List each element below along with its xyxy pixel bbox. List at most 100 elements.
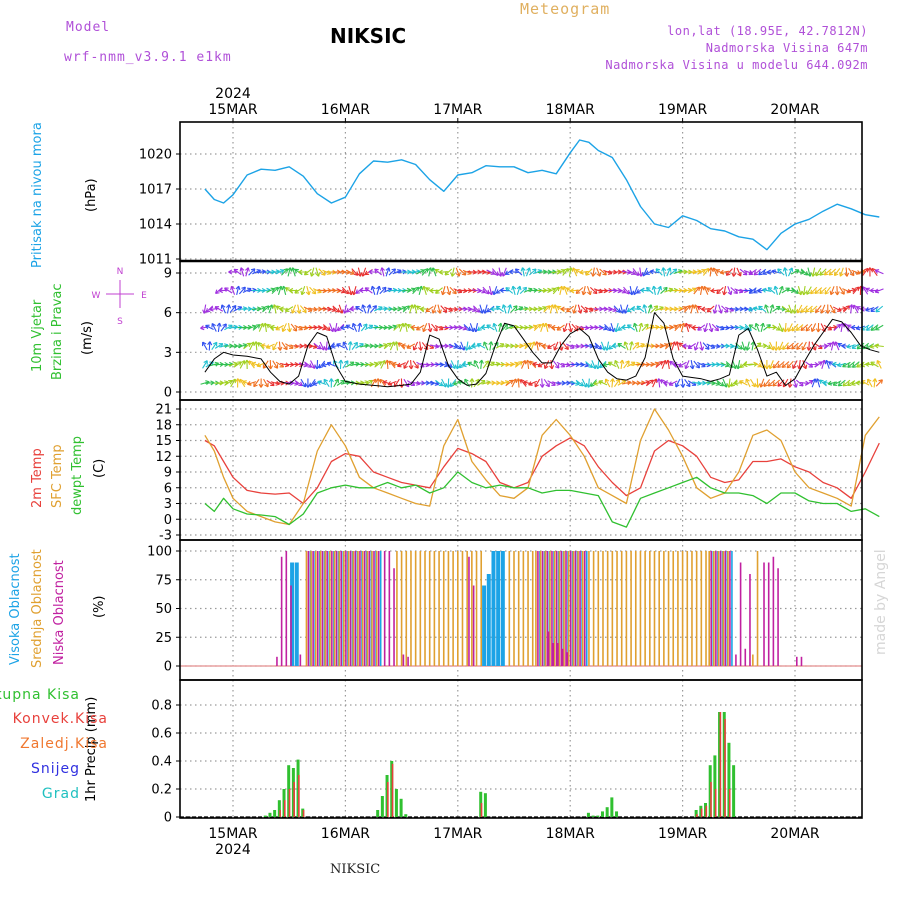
wind-arrow (594, 342, 602, 350)
wind-arrow-head (347, 341, 353, 346)
wind-arrow (459, 360, 466, 369)
wind-arrow (819, 379, 827, 387)
wind-arrow-head (519, 378, 525, 384)
wind-arrow (580, 305, 588, 313)
legend-frozen-rain: Zaledj.Kisa (20, 736, 108, 752)
wind-arrow (300, 378, 307, 388)
wind-arrow (713, 304, 717, 314)
wind-arrow (769, 360, 774, 369)
wind-arrow (781, 287, 790, 294)
wind-arrow (590, 379, 597, 387)
wind-arrow-head (777, 363, 782, 369)
wind-arrow (439, 362, 449, 367)
wind-arrow-head (701, 269, 706, 274)
wind-arrow-head (748, 306, 753, 312)
wind-arrow-head (532, 361, 537, 367)
wind-arrow (483, 341, 489, 351)
wind-arrow-head (697, 326, 702, 331)
wind-arrow (795, 379, 804, 387)
wind-arrow-head (411, 287, 416, 293)
wind-arrow (550, 359, 553, 370)
wind-arrow (360, 323, 368, 332)
wind-arrow (249, 341, 255, 351)
wind-arrow (687, 343, 697, 349)
wind-arrow (610, 323, 615, 332)
wind-arrow-head (566, 307, 571, 313)
wind-arrow (598, 380, 608, 386)
wind-arrow (824, 286, 831, 295)
wind-arrow-head (691, 324, 696, 331)
wind-arrow-head (602, 270, 607, 276)
wind-arrow-head (856, 363, 861, 368)
wind-arrow (704, 323, 708, 332)
wind-arrow-head (368, 269, 373, 275)
wind-arrow-head (640, 287, 645, 293)
wind-arrow-head (867, 378, 872, 384)
wind-arrow (632, 268, 639, 276)
wind-arrow (718, 304, 723, 314)
wind-arrow (821, 360, 825, 369)
wind-arrow (839, 267, 844, 277)
wind-arrow-head (512, 378, 517, 384)
wind-arrow-head (349, 306, 355, 312)
wind-arrow (565, 382, 575, 384)
wind-arrow-head (675, 382, 680, 388)
wind-arrow (252, 269, 261, 275)
temp-sfc-line (204, 408, 880, 526)
wind-arrow (261, 289, 271, 292)
wind-arrow (793, 378, 797, 388)
wind-arrow (411, 270, 421, 274)
wind-arrow-head (373, 361, 379, 367)
wind-arrow-head (763, 382, 769, 388)
wind-arrow-head (815, 328, 821, 333)
wind-arrow-head (719, 269, 725, 275)
wind-arrow-head (436, 309, 442, 314)
wind-arrow-head (654, 361, 660, 367)
compass-rose: N E S W (92, 267, 148, 327)
wind-arrow (660, 379, 668, 387)
series-layer (180, 139, 880, 818)
wind-arrow (684, 360, 690, 369)
wind-arrow (552, 286, 560, 295)
wind-arrow (810, 305, 818, 313)
wind-arrow (342, 360, 349, 369)
wind-arrow-head (570, 288, 575, 294)
wind-arrow-head (585, 271, 590, 276)
wind-arrow (834, 341, 840, 351)
wind-arrow (378, 344, 388, 348)
wind-arrow (842, 379, 851, 387)
wind-arrow (416, 269, 425, 275)
wind-arrow-head (764, 304, 769, 309)
wind-arrow (621, 381, 631, 385)
wind-arrow (866, 324, 874, 331)
wind-arrow-head (583, 308, 588, 313)
wind-arrow (264, 322, 267, 333)
wind-arrow-head (285, 287, 290, 292)
wind-arrow (721, 305, 729, 313)
wind-arrow (795, 270, 805, 274)
temp-dewpt-line (204, 471, 880, 528)
wind-arrow (716, 379, 724, 387)
wind-arrow-head (431, 309, 437, 314)
wind-arrow-head (361, 304, 367, 309)
wind-arrow (200, 381, 210, 385)
compass-letter: W (92, 291, 101, 301)
wind-arrow (543, 378, 550, 388)
wind-arrow-head (495, 289, 501, 294)
wind-arrow (748, 324, 757, 331)
wind-arrow (577, 304, 582, 314)
wind-arrow (870, 306, 879, 312)
wind-arrow (795, 324, 804, 331)
wind-arrow (626, 361, 636, 368)
wind-arrow-head (832, 381, 838, 386)
wind-arrow-head (773, 285, 779, 291)
wind-arrow (682, 289, 692, 292)
wind-arrow (645, 325, 655, 330)
wind-arrow (520, 379, 527, 387)
wind-arrow (617, 343, 626, 349)
wind-arrow-head (865, 307, 870, 312)
wind-arrow (796, 342, 804, 350)
y-tick-label: 50 (155, 602, 172, 617)
wind-arrow-head (722, 383, 728, 388)
wind-arrow (804, 380, 814, 386)
